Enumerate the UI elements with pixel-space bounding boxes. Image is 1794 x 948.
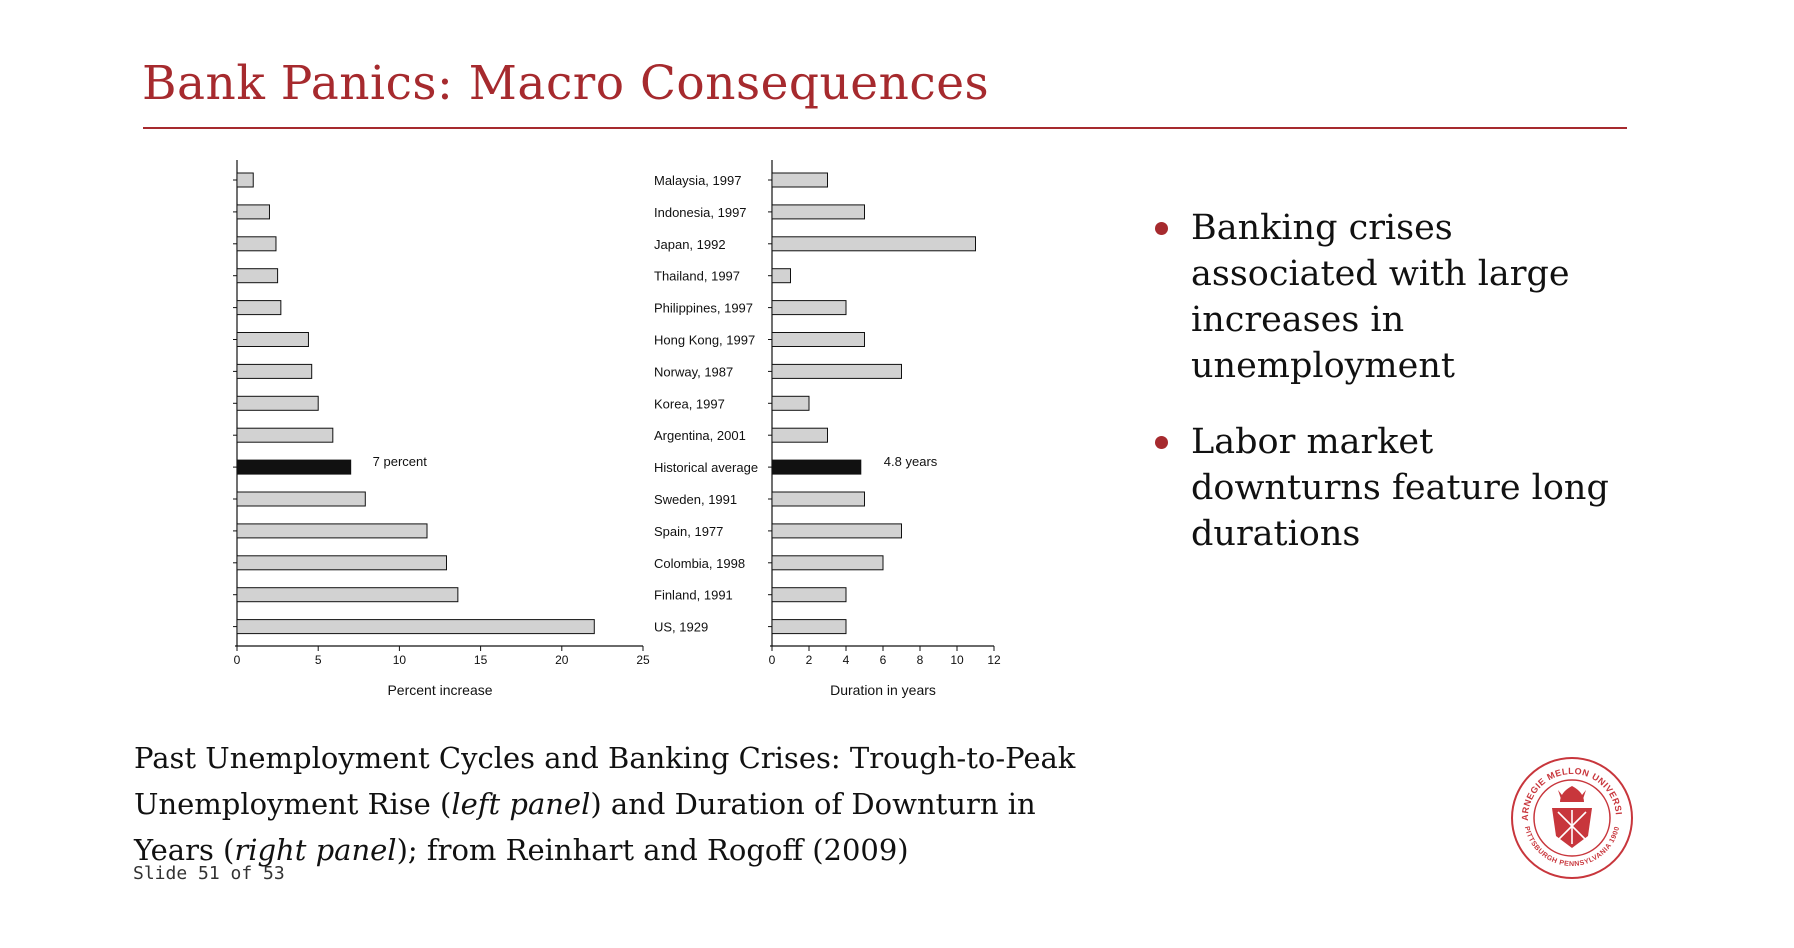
left-bar <box>237 237 276 251</box>
left-x-tick-label: 0 <box>234 653 241 667</box>
right-bar <box>772 333 865 347</box>
right-x-tick-label: 10 <box>950 653 964 667</box>
left-bar <box>237 333 308 347</box>
bullet-item: Banking crises associated with large inc… <box>1155 205 1625 389</box>
category-label: Indonesia, 1997 <box>654 205 747 220</box>
bullet-text: Labor market downturns feature long dura… <box>1191 422 1609 554</box>
category-label: Korea, 1997 <box>654 396 725 411</box>
right-bar <box>772 173 828 187</box>
right-x-tick-label: 2 <box>806 653 813 667</box>
bullet-dot-icon <box>1155 436 1168 449</box>
right-x-tick-label: 12 <box>987 653 1001 667</box>
left-bar <box>237 588 458 602</box>
left-bar <box>237 173 253 187</box>
right-bar <box>772 556 883 570</box>
right-x-tick-label: 4 <box>843 653 850 667</box>
left-x-tick-label: 10 <box>393 653 407 667</box>
left-bar <box>237 364 312 378</box>
right-bar <box>772 364 902 378</box>
category-label: Argentina, 2001 <box>654 428 746 443</box>
bullet-dot-icon <box>1155 222 1168 235</box>
bullet-list: Banking crises associated with large inc… <box>1155 205 1625 587</box>
right-bar <box>772 269 791 283</box>
category-label: US, 1929 <box>654 620 708 635</box>
left-x-axis-title: Percent increase <box>387 682 492 698</box>
category-label: Colombia, 1998 <box>654 556 745 571</box>
right-bar <box>772 460 861 474</box>
category-label: Finland, 1991 <box>654 588 733 603</box>
left-bar <box>237 301 281 315</box>
left-bar <box>237 396 318 410</box>
category-label: Thailand, 1997 <box>654 269 740 284</box>
category-label: Japan, 1992 <box>654 237 726 252</box>
left-bar <box>237 556 446 570</box>
right-bar <box>772 620 846 634</box>
caption-text: ); from Reinhart and Rogoff (2009) <box>397 833 909 867</box>
category-label: Philippines, 1997 <box>654 301 753 316</box>
left-x-tick-label: 20 <box>555 653 569 667</box>
right-x-tick-label: 8 <box>917 653 924 667</box>
left-bar <box>237 205 269 219</box>
left-x-tick-label: 5 <box>315 653 322 667</box>
left-bar <box>237 460 351 474</box>
left-x-tick-label: 15 <box>474 653 488 667</box>
category-label: Hong Kong, 1997 <box>654 333 755 348</box>
right-bar <box>772 492 865 506</box>
caption-left-panel: left panel <box>451 787 590 821</box>
right-x-tick-label: 6 <box>880 653 887 667</box>
right-x-axis-title: Duration in years <box>830 682 936 698</box>
category-label: Spain, 1977 <box>654 524 723 539</box>
bullet-item: Labor market downturns feature long dura… <box>1155 419 1625 557</box>
right-bar <box>772 205 865 219</box>
left-bar <box>237 428 333 442</box>
left-bar <box>237 620 594 634</box>
left-bar <box>237 269 278 283</box>
left-highlight-label: 7 percent <box>373 454 428 469</box>
right-bar <box>772 301 846 315</box>
figure-caption: Past Unemployment Cycles and Banking Cri… <box>134 735 1124 873</box>
left-bar <box>237 492 365 506</box>
slide-number: Slide 51 of 53 <box>133 863 285 884</box>
right-bar <box>772 237 976 251</box>
bullet-text: Banking crises associated with large inc… <box>1191 208 1570 386</box>
left-x-tick-label: 25 <box>636 653 650 667</box>
right-highlight-label: 4.8 years <box>884 454 938 469</box>
category-label: Historical average <box>654 460 758 475</box>
category-label: Norway, 1987 <box>654 364 733 379</box>
left-bar <box>237 524 427 538</box>
right-bar <box>772 524 902 538</box>
category-label: Sweden, 1991 <box>654 492 737 507</box>
university-seal-icon: CARNEGIE MELLON UNIVERSITY PITTSBURGH PE… <box>1510 756 1634 880</box>
right-bar <box>772 428 828 442</box>
right-x-tick-label: 0 <box>769 653 776 667</box>
right-bar <box>772 588 846 602</box>
caption-right-panel: right panel <box>234 833 396 867</box>
category-label: Malaysia, 1997 <box>654 173 741 188</box>
right-bar <box>772 396 809 410</box>
